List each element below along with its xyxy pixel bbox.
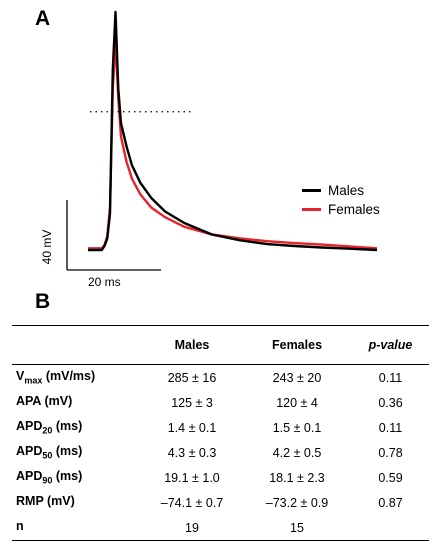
legend-item-males: Males (302, 181, 380, 200)
header-females: Females (271, 338, 323, 352)
p-value: 0.78 (378, 445, 403, 460)
legend-label-males: Males (328, 183, 365, 198)
females-value: 120 ± 4 (276, 395, 318, 410)
p-value: 0.87 (378, 495, 403, 510)
scale-bar-y-label: 40 mV (40, 229, 54, 265)
table-row: APD50 (ms) 4.3 ± 0.3 4.2 ± 0.5 0.78 (12, 440, 429, 465)
table-row: n 19 15 (12, 515, 429, 541)
action-potential-chart (66, 10, 378, 271)
males-value: 285 ± 16 (167, 370, 217, 385)
panel-b-label: B (35, 290, 51, 313)
females-value: 1.5 ± 0.1 (272, 420, 322, 435)
p-value (352, 515, 429, 541)
table-row: APD20 (ms) 1.4 ± 0.1 1.5 ± 0.1 0.11 (12, 415, 429, 440)
row-label: APD90 (ms) (16, 469, 83, 486)
row-label: APD20 (ms) (16, 419, 83, 436)
p-value: 0.59 (378, 470, 403, 485)
males-value: 19.1 ± 1.0 (164, 470, 220, 485)
legend-item-females: Females (302, 200, 380, 219)
females-value: 18.1 ± 2.3 (269, 470, 325, 485)
males-value: –74.1 ± 0.7 (160, 495, 224, 510)
p-value: 0.36 (378, 395, 403, 410)
row-label: APD50 (ms) (16, 444, 83, 461)
trace-males (88, 10, 378, 252)
males-value: 1.4 ± 0.1 (167, 420, 217, 435)
row-label: RMP (mV) (16, 494, 75, 509)
panel-a-label: A (35, 7, 51, 30)
p-value: 0.11 (378, 420, 403, 435)
scale-bar-x-label: 20 ms (88, 275, 121, 289)
females-value: 243 ± 20 (272, 370, 322, 385)
legend: Males Females (302, 181, 380, 219)
legend-swatch-males (302, 189, 321, 192)
header-empty (12, 326, 142, 365)
table-row: Vmax (mV/ms) 285 ± 16 243 ± 20 0.11 (12, 365, 429, 391)
table-header-row: Males Females p-value (12, 325, 429, 365)
table-row: APD90 (ms) 19.1 ± 1.0 18.1 ± 2.3 0.59 (12, 465, 429, 490)
header-males: Males (174, 338, 210, 352)
ap-parameters-table: Males Females p-value Vmax (mV/ms) 285 ± … (12, 325, 429, 541)
males-value: 125 ± 3 (171, 395, 213, 410)
females-value: 15 (290, 520, 304, 535)
females-value: –73.2 ± 0.9 (265, 495, 329, 510)
table-row: APA (mV) 125 ± 3 120 ± 4 0.36 (12, 390, 429, 415)
males-value: 4.3 ± 0.3 (167, 445, 217, 460)
table-row: RMP (mV) –74.1 ± 0.7 –73.2 ± 0.9 0.87 (12, 490, 429, 515)
row-label: APA (mV) (16, 394, 73, 409)
row-label: Vmax (mV/ms) (16, 369, 96, 386)
legend-label-females: Females (328, 202, 380, 217)
males-value: 19 (185, 520, 199, 535)
females-value: 4.2 ± 0.5 (272, 445, 322, 460)
legend-swatch-females (302, 208, 321, 211)
row-label: n (16, 519, 24, 534)
p-value: 0.11 (378, 370, 403, 385)
header-p-value: p-value (368, 338, 413, 352)
